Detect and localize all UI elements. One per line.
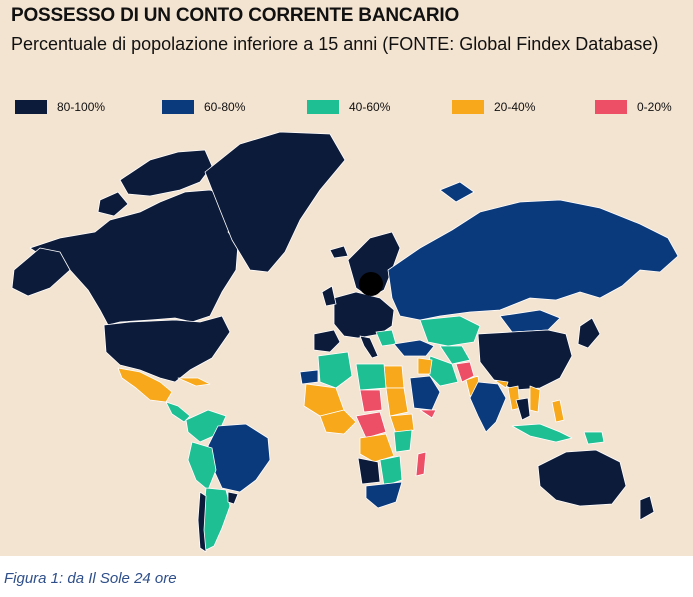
region-madagascar <box>415 451 427 477</box>
region-south-africa <box>365 481 403 509</box>
region-china <box>477 329 573 391</box>
map-title: POSSESSO DI UN CONTO CORRENTE BANCARIO <box>11 5 460 26</box>
legend-label: 20-40% <box>494 100 536 114</box>
region-usa <box>103 315 231 383</box>
region-southern-africa <box>379 455 403 487</box>
region-uruguay <box>227 491 239 505</box>
region-saudi <box>409 375 441 411</box>
region-mongolia <box>499 309 561 333</box>
region-italy <box>359 335 379 359</box>
region-kazakhstan <box>419 315 481 347</box>
region-arctic-islands-2 <box>97 191 129 217</box>
region-iceland <box>329 245 349 259</box>
region-balkans <box>375 329 397 347</box>
region-peru <box>187 441 217 491</box>
figure-caption: Figura 1: da Il Sole 24 ore <box>4 570 177 587</box>
region-central-africa <box>355 411 387 439</box>
legend-label: 60-80% <box>204 100 246 114</box>
map-subtitle: Percentuale di popolazione inferiore a 1… <box>11 34 659 54</box>
region-indonesia <box>511 423 573 443</box>
region-sahara-west <box>299 369 319 385</box>
legend: 80-100% 60-80% 40-60% 20-40% 0-20% <box>15 96 685 116</box>
region-uk <box>321 285 337 307</box>
region-new-zealand <box>639 495 655 521</box>
region-russia <box>387 199 679 321</box>
region-arctic-islands <box>119 149 213 197</box>
region-vietnam <box>529 385 541 413</box>
region-alaska <box>11 247 71 297</box>
region-congo <box>359 433 395 463</box>
region-india <box>469 381 507 433</box>
region-png <box>583 431 605 445</box>
region-north-africa-west <box>317 351 353 389</box>
region-korea-japan <box>577 317 601 349</box>
region-caribbean <box>177 377 211 387</box>
region-canada <box>29 189 239 326</box>
region-chad <box>359 389 383 413</box>
legend-label: 0-20% <box>637 100 672 114</box>
region-iraq <box>417 357 433 375</box>
legend-label: 40-60% <box>349 100 391 114</box>
region-greenland <box>204 131 346 273</box>
finland-marker <box>359 272 383 296</box>
region-kenya <box>393 429 413 453</box>
region-afghanistan <box>455 361 475 383</box>
region-egypt <box>383 365 405 389</box>
region-central-asia <box>439 345 471 365</box>
world-map <box>11 131 679 553</box>
legend-swatch <box>162 100 194 114</box>
region-thailand <box>515 397 531 421</box>
region-iberia <box>313 329 341 353</box>
region-west-africa <box>319 409 357 435</box>
legend-swatch <box>307 100 339 114</box>
region-russia-north-islands <box>439 181 475 203</box>
region-nepal <box>493 379 509 389</box>
region-australia <box>537 449 627 507</box>
region-philippines <box>551 399 565 423</box>
region-brazil <box>207 423 271 493</box>
region-ethiopia <box>389 413 415 435</box>
legend-label: 80-100% <box>57 100 106 114</box>
legend-swatch <box>15 100 47 114</box>
region-sudan <box>385 387 409 417</box>
map-figure: POSSESSO DI UN CONTO CORRENTE BANCARIO P… <box>0 0 693 556</box>
region-angola <box>357 457 381 485</box>
legend-swatch <box>452 100 484 114</box>
region-turkey <box>393 339 435 357</box>
region-central-america <box>165 401 191 423</box>
region-chile <box>197 491 207 553</box>
legend-swatch <box>595 100 627 114</box>
region-libya <box>355 363 387 391</box>
region-yemen <box>419 409 437 419</box>
